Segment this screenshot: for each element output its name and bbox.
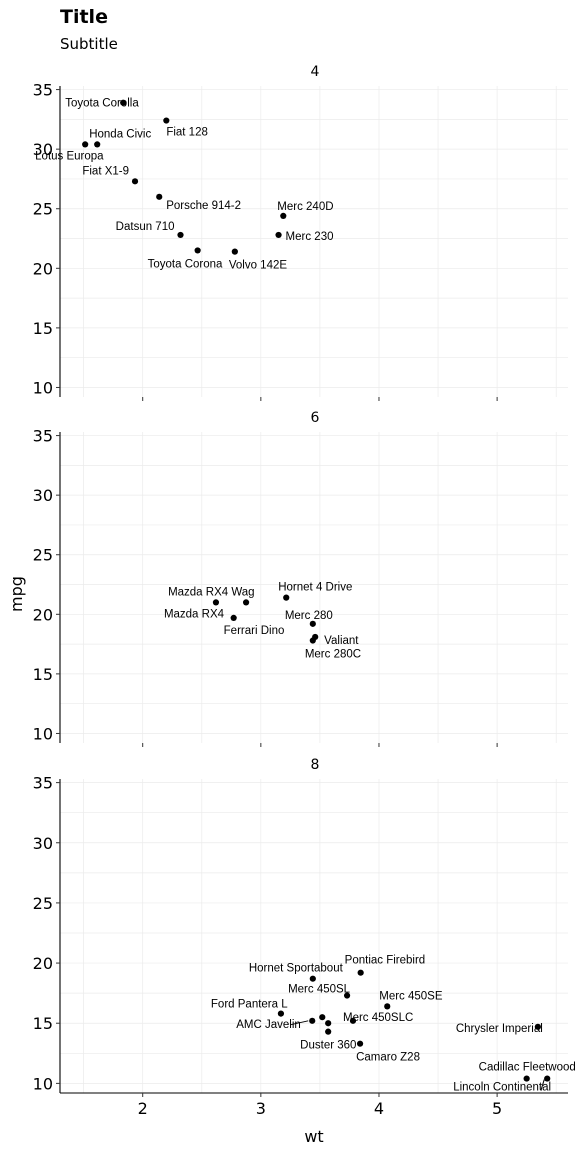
data-point bbox=[343, 992, 351, 999]
facet-panel-8: 8 10 15 20 25 30 35 2 3 4 5 Hornet Sportabout Duster… bbox=[33, 757, 576, 1118]
data-point bbox=[231, 248, 238, 255]
point-label: Pontiac Firebird bbox=[345, 955, 426, 967]
point-label: Toyota Corolla bbox=[65, 98, 139, 110]
point-label: Hornet 4 Drive bbox=[278, 582, 352, 594]
grid-lines bbox=[60, 432, 568, 743]
data-point bbox=[280, 212, 287, 219]
y-tick-label: 20 bbox=[33, 954, 53, 973]
y-tick-label: 30 bbox=[33, 140, 53, 159]
data-point bbox=[319, 1014, 326, 1021]
point-label: Lincoln Continental bbox=[453, 1082, 551, 1094]
y-tick-label: 15 bbox=[33, 319, 53, 338]
data-point bbox=[277, 1010, 285, 1017]
data-point bbox=[242, 599, 250, 606]
point-label: Merc 450SLC bbox=[343, 1012, 413, 1024]
data-point bbox=[309, 620, 316, 627]
data-point bbox=[309, 1017, 316, 1024]
data-point bbox=[523, 1075, 530, 1082]
point-label: Porsche 914-2 bbox=[166, 200, 241, 212]
point-label: Lotus Europa bbox=[35, 150, 104, 162]
point-label: Ford Pantera L bbox=[211, 999, 288, 1011]
point-label: Fiat X1-9 bbox=[82, 165, 129, 177]
point-label: Cadillac Fleetwood bbox=[479, 1062, 576, 1074]
x-axis-title: wt bbox=[304, 1127, 323, 1146]
point-label: Valiant bbox=[324, 635, 359, 647]
y-tick-label: 25 bbox=[33, 546, 53, 565]
point-label: Ferrari Dino bbox=[224, 625, 285, 637]
data-point bbox=[82, 141, 89, 148]
point-label: Datsun 710 bbox=[116, 221, 175, 233]
point-label: Mazda RX4 bbox=[164, 608, 225, 620]
data-point bbox=[325, 1020, 332, 1027]
data-point bbox=[356, 1040, 364, 1047]
point-label: Toyota Corona bbox=[148, 258, 223, 270]
data-point bbox=[544, 1075, 551, 1082]
point-label: Merc 240D bbox=[277, 201, 333, 213]
point-label: Merc 450SE bbox=[379, 990, 443, 1002]
data-point bbox=[349, 1017, 357, 1024]
data-point bbox=[384, 1003, 391, 1010]
data-point bbox=[275, 231, 282, 239]
y-tick-label: 25 bbox=[33, 894, 53, 913]
data-point bbox=[309, 637, 316, 644]
point-label: Chrysler Imperial bbox=[456, 1023, 543, 1035]
point-label: Mazda RX4 Wag bbox=[168, 586, 255, 598]
point-label: Merc 280C bbox=[305, 649, 361, 661]
x-tick-label: 4 bbox=[374, 1099, 384, 1118]
y-tick-label: 35 bbox=[33, 427, 53, 446]
y-tick-label: 25 bbox=[33, 200, 53, 219]
y-tick-label: 30 bbox=[33, 486, 53, 505]
point-label: Fiat 128 bbox=[166, 127, 208, 139]
y-tick-label: 15 bbox=[33, 665, 53, 684]
y-tick-label: 10 bbox=[33, 1074, 53, 1093]
label-leader-line bbox=[540, 1079, 545, 1090]
point-label: Duster 360 bbox=[300, 1040, 356, 1052]
y-axis-title: mpg bbox=[7, 576, 26, 612]
data-point bbox=[131, 178, 139, 185]
point-label: Merc 230 bbox=[286, 231, 334, 243]
data-point bbox=[534, 1023, 541, 1030]
point-label: Volvo 142E bbox=[229, 260, 288, 272]
facet-panel-6: 6 10 15 20 25 30 35 Mazda RX4 Mazda RX4 Wag Horne… bbox=[33, 410, 568, 747]
facet-panel-4: 4 10 15 20 25 30 35 Datsun 710 Merc 240D Merc 230… bbox=[33, 64, 568, 401]
data-point bbox=[283, 594, 290, 601]
point-label: AMC Javelin bbox=[236, 1019, 301, 1031]
data-point bbox=[212, 599, 220, 606]
data-point bbox=[194, 247, 201, 254]
chart-title: Title bbox=[60, 6, 108, 28]
facet-strip-label: 4 bbox=[311, 64, 320, 80]
data-point bbox=[357, 969, 364, 976]
data-point bbox=[156, 193, 163, 200]
data-point bbox=[177, 231, 184, 239]
data-point bbox=[325, 1028, 332, 1035]
y-tick-label: 10 bbox=[33, 724, 53, 743]
point-label: Merc 280 bbox=[285, 610, 333, 622]
facet-strip-label: 8 bbox=[311, 757, 320, 773]
point-label: Hornet Sportabout bbox=[249, 963, 344, 975]
label-leader-line bbox=[290, 1020, 309, 1026]
y-tick-label: 35 bbox=[33, 81, 53, 100]
data-point bbox=[309, 975, 316, 982]
facet-strip-label: 6 bbox=[311, 410, 320, 426]
chart-subtitle: Subtitle bbox=[60, 35, 118, 53]
point-label: Honda Civic bbox=[89, 128, 151, 140]
grid-lines bbox=[60, 86, 568, 397]
y-tick-label: 20 bbox=[33, 259, 53, 278]
y-tick-label: 30 bbox=[33, 834, 53, 853]
y-tick-label: 15 bbox=[33, 1014, 53, 1033]
x-tick-label: 3 bbox=[256, 1099, 266, 1118]
x-tick-label: 2 bbox=[138, 1099, 148, 1118]
y-tick-label: 10 bbox=[33, 378, 53, 397]
data-point bbox=[163, 117, 170, 124]
x-tick-label: 5 bbox=[492, 1099, 502, 1118]
data-point bbox=[230, 614, 237, 621]
point-label: Camaro Z28 bbox=[356, 1052, 420, 1064]
y-tick-label: 35 bbox=[33, 774, 53, 793]
data-point bbox=[120, 99, 127, 106]
data-point bbox=[94, 141, 101, 148]
point-label: Merc 450SL bbox=[288, 984, 351, 996]
y-tick-label: 20 bbox=[33, 605, 53, 624]
